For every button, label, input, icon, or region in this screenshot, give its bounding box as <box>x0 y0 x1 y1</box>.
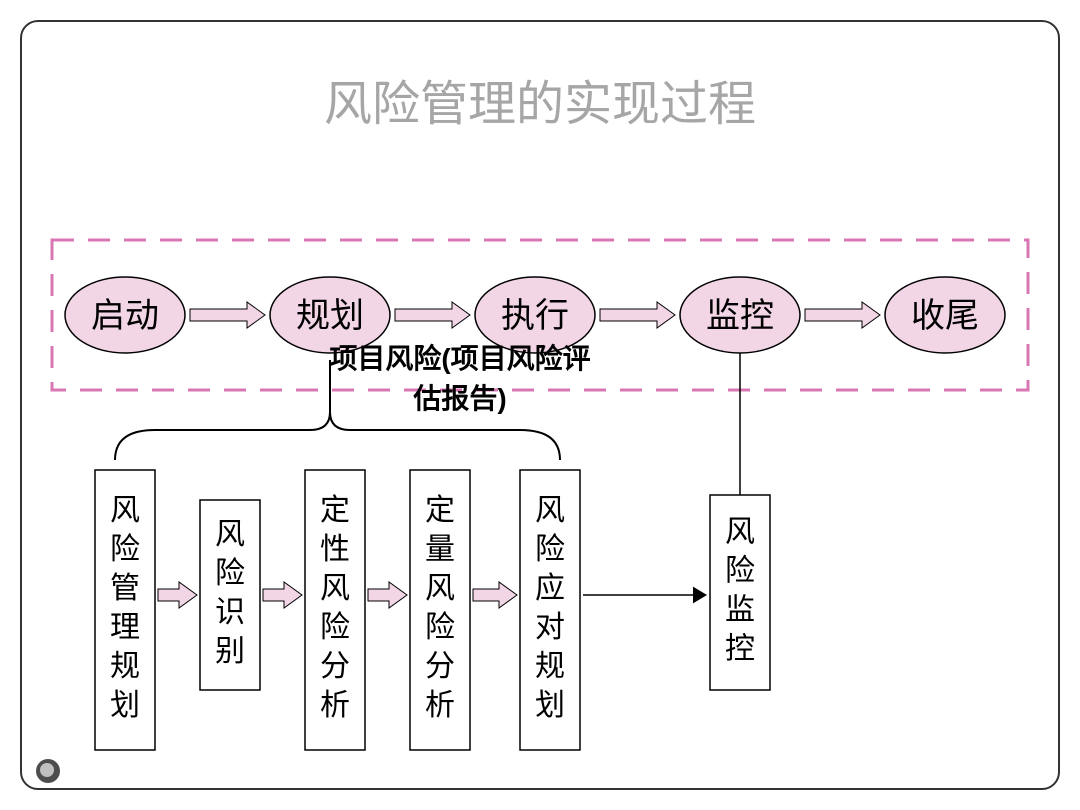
slide: 风险管理的实现过程启动规划执行监控收尾项目风险(项目风险评估报告)风险管理规划风… <box>0 0 1080 810</box>
bottom-pink-arrow-0 <box>158 582 197 608</box>
phase-label-execute: 执行 <box>501 297 569 335</box>
page-title: 风险管理的实现过程 <box>324 78 756 131</box>
phase-label-monitor: 监控 <box>706 297 774 335</box>
top-arrow-3 <box>805 302 880 328</box>
top-arrow-0 <box>190 302 265 328</box>
phase-label-plan: 规划 <box>296 297 364 335</box>
bottom-black-arrow-head <box>693 587 707 604</box>
bullet-inner <box>40 763 54 777</box>
top-arrow-1 <box>395 302 470 328</box>
annotation-line1: 项目风险(项目风险评 <box>329 342 590 374</box>
phase-label-close: 收尾 <box>911 297 979 335</box>
annotation-line2: 估报告) <box>412 383 506 414</box>
top-arrow-2 <box>600 302 675 328</box>
phase-label-start: 启动 <box>91 297 159 335</box>
diagram-svg: 风险管理的实现过程启动规划执行监控收尾项目风险(项目风险评估报告)风险管理规划风… <box>0 0 1080 810</box>
bottom-pink-arrow-3 <box>473 582 517 608</box>
bottom-pink-arrow-2 <box>368 582 407 608</box>
bottom-pink-arrow-1 <box>263 582 302 608</box>
